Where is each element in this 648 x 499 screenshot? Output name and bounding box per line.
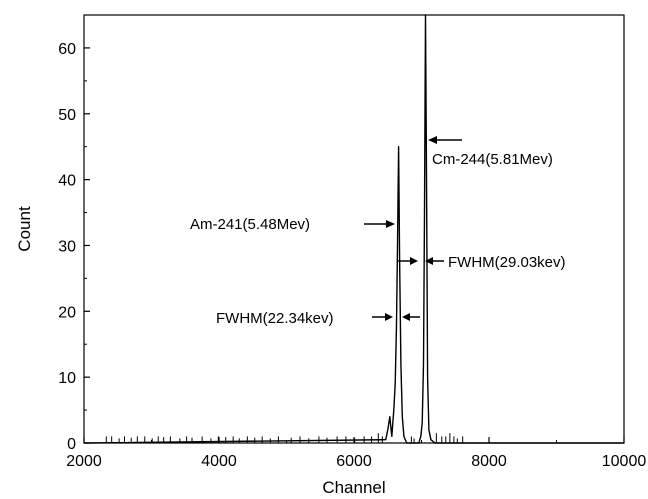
y-tick-label-5: 50 (58, 107, 76, 124)
x-tick-label-2: 6000 (336, 453, 372, 470)
x-tick-label-1: 4000 (201, 453, 237, 470)
annotation-fwhm-am: FWHM(22.34kev) (216, 310, 420, 327)
am241-label: Am-241(5.48Mev) (190, 216, 310, 233)
y-tick-label-6: 60 (58, 41, 76, 58)
x-axis-title: Channel (322, 478, 385, 497)
annotation-cm244: Cm-244(5.81Mev) (428, 136, 553, 168)
am241-arrow-head (386, 220, 395, 228)
x-tick-label-3: 8000 (471, 453, 507, 470)
y-tick-label-1: 10 (58, 370, 76, 387)
x-tick-label-0: 2000 (66, 453, 102, 470)
x-axis-ticks: 2000 4000 6000 8000 10000 (66, 437, 646, 470)
cm244-arrow-head (428, 136, 437, 144)
spectrum-line (83, 14, 624, 444)
y-axis-ticks: 0 10 20 30 40 50 60 (58, 41, 90, 453)
x-tick-label-4: 10000 (602, 453, 647, 470)
y-axis-title: Count (15, 206, 34, 252)
fwhm-am-label: FWHM(22.34kev) (216, 310, 334, 327)
annotation-am241: Am-241(5.48Mev) (190, 216, 395, 233)
cm244-label: Cm-244(5.81Mev) (432, 151, 553, 168)
y-tick-label-2: 20 (58, 304, 76, 321)
fwhm-cm-left-head (410, 257, 418, 265)
y-tick-label-4: 40 (58, 173, 76, 190)
annotation-fwhm-cm: FWHM(29.03kev) (398, 254, 566, 271)
fwhm-cm-right-head (425, 257, 433, 265)
y-tick-label-3: 30 (58, 238, 76, 255)
y-tick-label-0: 0 (67, 436, 76, 453)
fwhm-am-left-head (385, 313, 393, 321)
fwhm-cm-label: FWHM(29.03kev) (448, 254, 566, 271)
plot-frame (83, 14, 625, 444)
fwhm-am-right-head (402, 313, 410, 321)
